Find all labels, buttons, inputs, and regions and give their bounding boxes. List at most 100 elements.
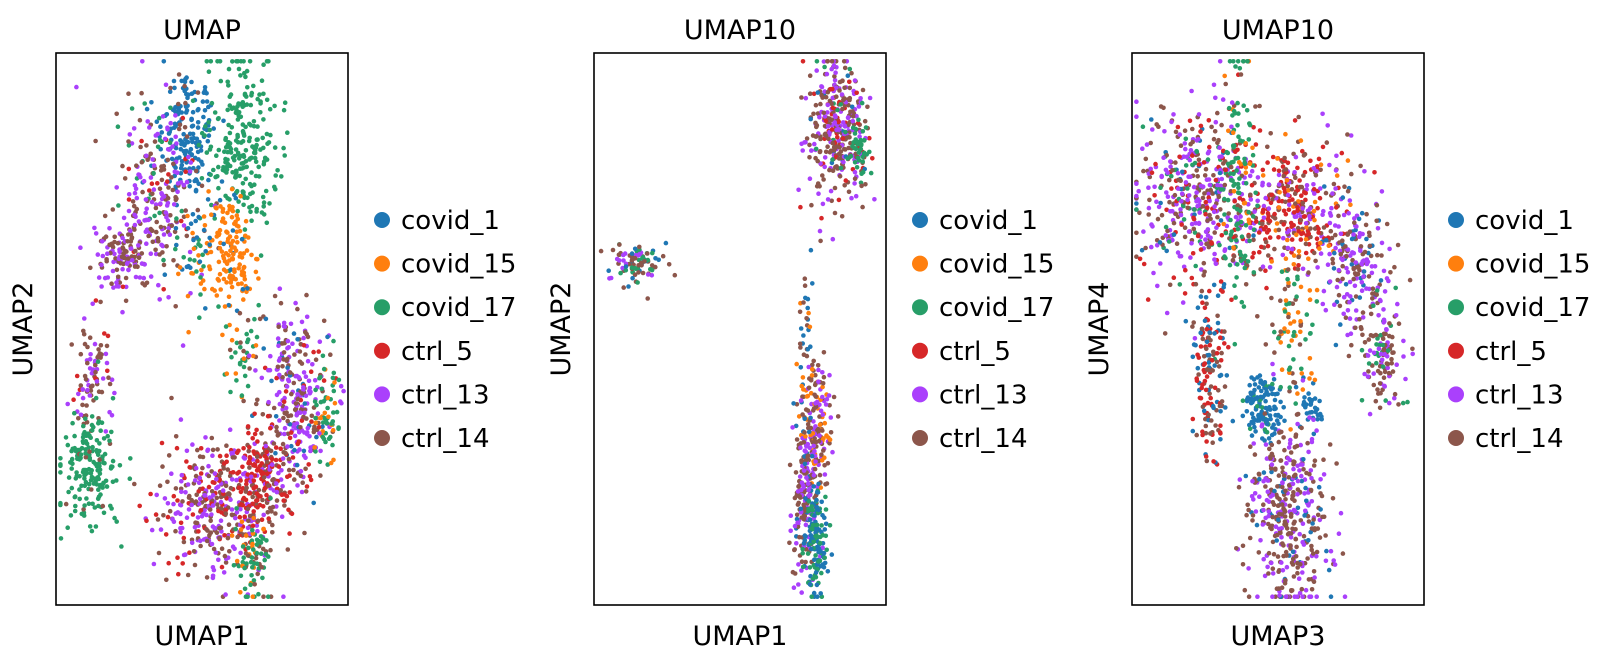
data-point-covid_17 [233, 147, 239, 152]
data-point-ctrl_5 [1316, 230, 1321, 235]
data-point-covid_15 [220, 253, 226, 259]
data-point-ctrl_5 [283, 389, 289, 394]
data-point-ctrl_13 [805, 481, 811, 487]
data-point-ctrl_5 [830, 105, 836, 111]
data-point-covid_17 [94, 438, 100, 443]
data-point-covid_1 [1323, 237, 1329, 243]
data-point-covid_15 [1312, 199, 1318, 205]
data-point-covid_1 [1191, 342, 1197, 347]
data-point-covid_17 [819, 570, 824, 576]
data-point-ctrl_5 [1141, 261, 1147, 267]
data-point-covid_15 [229, 533, 235, 538]
data-point-ctrl_5 [1226, 344, 1231, 350]
data-point-ctrl_5 [171, 493, 177, 499]
data-point-ctrl_5 [1198, 129, 1203, 134]
data-point-covid_15 [1243, 141, 1248, 146]
data-point-covid_1 [1249, 419, 1254, 425]
data-point-ctrl_13 [162, 496, 168, 501]
data-point-covid_15 [1231, 189, 1237, 194]
data-point-ctrl_14 [139, 90, 144, 96]
data-point-ctrl_5 [1263, 268, 1268, 274]
data-point-ctrl_14 [183, 208, 188, 213]
data-point-covid_17 [1166, 239, 1172, 244]
data-point-covid_17 [228, 389, 233, 395]
data-point-covid_15 [1250, 145, 1255, 151]
data-point-covid_15 [1276, 205, 1282, 210]
data-point-ctrl_14 [165, 479, 170, 485]
data-point-covid_17 [112, 515, 117, 521]
data-point-ctrl_5 [147, 188, 152, 193]
data-point-ctrl_13 [87, 393, 93, 398]
data-point-covid_17 [858, 142, 864, 147]
data-point-ctrl_13 [1196, 112, 1202, 117]
data-point-ctrl_14 [173, 528, 178, 534]
data-point-ctrl_14 [1296, 114, 1301, 120]
data-point-ctrl_13 [339, 400, 344, 406]
data-point-ctrl_14 [616, 252, 622, 258]
data-point-ctrl_14 [155, 517, 161, 522]
data-point-ctrl_14 [112, 234, 117, 240]
data-point-ctrl_5 [262, 453, 268, 459]
data-point-ctrl_14 [1345, 132, 1350, 137]
data-point-ctrl_5 [1214, 351, 1220, 356]
data-point-covid_17 [199, 176, 205, 181]
data-point-covid_17 [229, 125, 235, 130]
data-point-ctrl_13 [826, 393, 832, 398]
data-point-covid_1 [822, 527, 828, 532]
data-point-ctrl_14 [800, 394, 805, 400]
data-point-ctrl_13 [179, 489, 184, 495]
data-point-ctrl_5 [1211, 459, 1216, 464]
data-point-ctrl_13 [186, 507, 192, 512]
data-point-ctrl_5 [264, 449, 270, 455]
data-point-covid_17 [198, 275, 203, 280]
data-point-ctrl_14 [268, 547, 273, 553]
data-point-covid_17 [823, 533, 829, 539]
data-point-ctrl_14 [195, 207, 201, 213]
data-point-covid_17 [260, 135, 266, 141]
data-point-ctrl_5 [266, 516, 272, 521]
data-point-ctrl_5 [316, 425, 322, 430]
data-point-covid_1 [186, 263, 191, 269]
data-point-ctrl_14 [157, 483, 163, 489]
data-point-ctrl_13 [794, 541, 799, 546]
data-point-ctrl_14 [1201, 354, 1207, 359]
data-point-ctrl_13 [1276, 182, 1282, 187]
data-point-covid_17 [87, 524, 93, 529]
data-point-covid_17 [261, 212, 267, 217]
data-point-ctrl_14 [1195, 174, 1200, 179]
data-point-covid_1 [187, 131, 193, 137]
data-point-ctrl_14 [1374, 218, 1379, 224]
data-point-covid_17 [1246, 137, 1252, 142]
data-point-ctrl_14 [802, 283, 808, 289]
data-point-ctrl_14 [295, 396, 301, 402]
data-point-ctrl_13 [1191, 184, 1197, 190]
data-point-ctrl_14 [137, 117, 143, 123]
data-point-covid_1 [806, 429, 812, 435]
data-point-ctrl_5 [836, 119, 841, 124]
data-point-ctrl_5 [1295, 165, 1300, 171]
data-point-ctrl_13 [205, 447, 211, 453]
data-point-covid_1 [240, 287, 246, 292]
data-point-ctrl_13 [210, 503, 216, 508]
data-point-covid_17 [253, 173, 259, 179]
data-point-covid_15 [1247, 161, 1253, 166]
data-point-ctrl_5 [1200, 432, 1205, 438]
data-point-ctrl_14 [617, 242, 622, 247]
data-point-ctrl_13 [1171, 112, 1176, 117]
data-point-ctrl_13 [285, 444, 290, 449]
data-point-covid_1 [808, 247, 814, 253]
data-point-covid_1 [187, 184, 192, 189]
data-point-covid_1 [171, 78, 177, 84]
data-point-ctrl_13 [158, 527, 164, 532]
data-point-covid_17 [830, 157, 835, 162]
data-point-ctrl_5 [1218, 358, 1224, 363]
data-point-ctrl_13 [280, 456, 286, 461]
data-point-covid_17 [105, 433, 110, 439]
data-point-ctrl_14 [810, 362, 815, 368]
data-point-ctrl_14 [168, 213, 173, 218]
data-point-covid_1 [193, 187, 199, 193]
data-point-ctrl_5 [1314, 236, 1320, 241]
data-point-ctrl_14 [200, 465, 205, 471]
data-point-covid_1 [630, 275, 635, 281]
data-point-ctrl_13 [791, 585, 797, 590]
